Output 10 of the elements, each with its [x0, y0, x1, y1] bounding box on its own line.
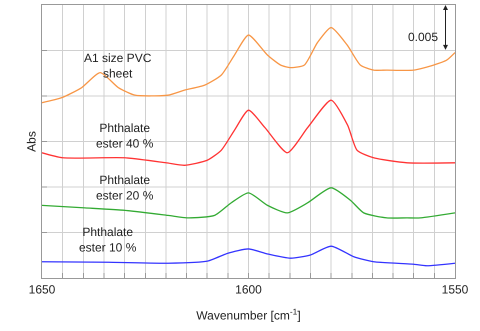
annotation: 0.005	[408, 30, 438, 44]
x-tick-label: 1600	[235, 282, 262, 296]
x-tick-label: 1550	[442, 282, 469, 296]
x-axis-title: Wavenumber [cm$^{-1}$]	[196, 306, 301, 322]
series-label: A1 size PVC sheet	[84, 51, 152, 81]
series-label: Phthalate ester 10 %	[79, 225, 137, 255]
y-axis-title: Abs	[24, 131, 38, 152]
x-tick-label: 1650	[28, 282, 56, 296]
series-label: Phthalate ester 40 %	[96, 121, 154, 151]
series-label: Phthalate ester 20 %	[96, 173, 154, 203]
